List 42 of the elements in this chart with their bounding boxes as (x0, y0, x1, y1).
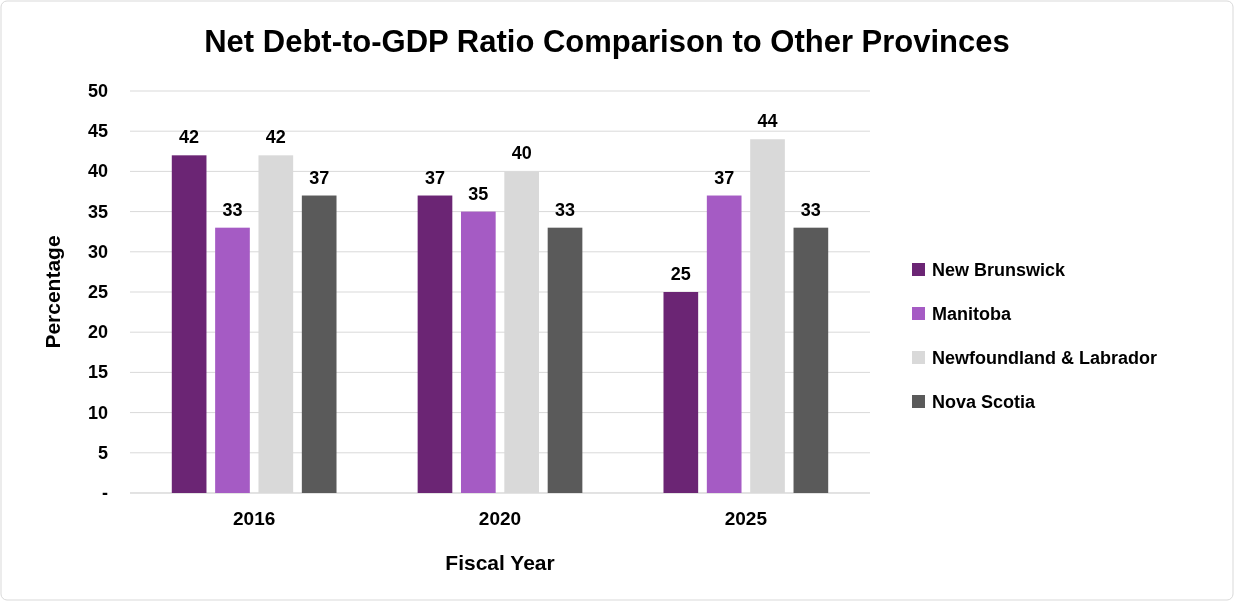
x-tick-label: 2025 (724, 508, 768, 529)
bar (706, 195, 742, 493)
y-tick-label: 10 (87, 402, 108, 423)
bar (171, 155, 207, 493)
y-tick-label: 35 (87, 201, 108, 222)
bar (301, 195, 337, 493)
legend-label: Newfoundland & Labrador (932, 348, 1157, 368)
bar (663, 292, 699, 493)
y-tick-label: 30 (87, 241, 108, 262)
data-label: 40 (511, 143, 532, 164)
x-axis-title: Fiscal Year (445, 551, 555, 574)
legend-label: New Brunswick (932, 260, 1067, 280)
legend-label: Nova Scotia (932, 392, 1037, 412)
y-tick-label: 20 (87, 322, 108, 343)
data-label: 44 (757, 111, 778, 132)
y-tick-label: 50 (87, 81, 108, 101)
y-tick-label: 45 (87, 121, 108, 142)
data-label: 37 (424, 167, 445, 188)
data-label: 25 (670, 264, 691, 284)
x-tick-label: 2016 (233, 508, 276, 529)
bar (417, 195, 453, 493)
data-label: 33 (800, 199, 821, 220)
bar (793, 227, 829, 493)
y-tick-label: 15 (87, 362, 108, 383)
data-label: 37 (309, 167, 330, 188)
data-label: 35 (468, 183, 489, 204)
y-tick-label: 5 (97, 442, 108, 463)
y-tick-label: 25 (87, 282, 108, 302)
data-label: 42 (179, 127, 200, 148)
data-label: 33 (222, 199, 243, 220)
bar (460, 211, 496, 493)
bar (547, 227, 583, 493)
data-label: 37 (714, 167, 735, 188)
y-tick-label: 40 (87, 161, 108, 182)
y-tick-label: - (102, 483, 108, 503)
chart-title: Net Debt-to-GDP Ratio Comparison to Other Provinces (204, 24, 1010, 59)
x-tick-label: 2020 (478, 508, 522, 529)
data-label: 42 (265, 127, 286, 148)
legend-label: Manitoba (932, 304, 1012, 324)
y-axis-title: Percentage (41, 235, 64, 349)
bar (215, 227, 250, 493)
data-label: 33 (555, 199, 576, 220)
